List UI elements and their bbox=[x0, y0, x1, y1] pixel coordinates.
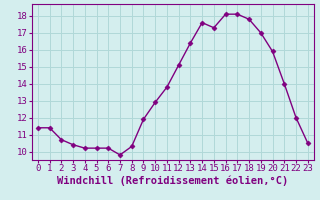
X-axis label: Windchill (Refroidissement éolien,°C): Windchill (Refroidissement éolien,°C) bbox=[57, 176, 288, 186]
